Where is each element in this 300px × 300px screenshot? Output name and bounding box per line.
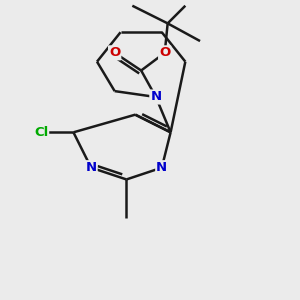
Text: N: N (85, 161, 97, 174)
Text: O: O (109, 46, 120, 59)
Text: Cl: Cl (34, 126, 48, 139)
Text: N: N (156, 161, 167, 174)
Text: O: O (159, 46, 170, 59)
Text: N: N (150, 91, 161, 103)
